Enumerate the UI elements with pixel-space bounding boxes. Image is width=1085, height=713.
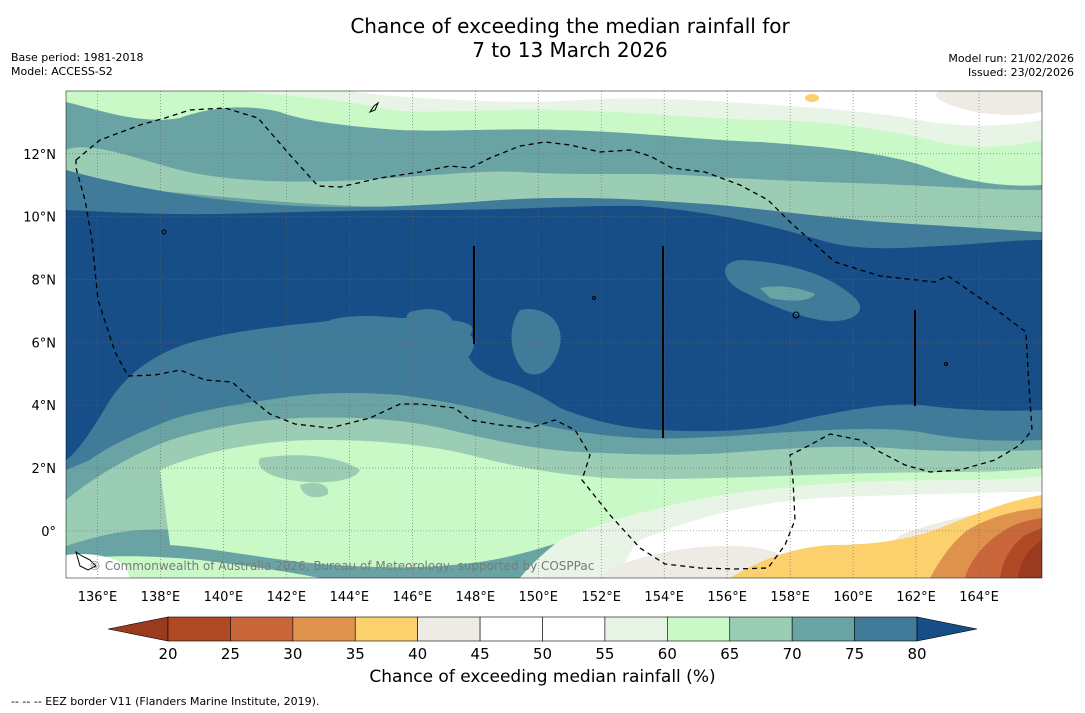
latitude-tick-label: 8°N [32,274,57,289]
latitude-tick-label: 12°N [23,148,56,163]
map-panel [66,91,1042,578]
longitude-tick-label: 156°E [707,590,747,605]
latitude-tick-label: 4°N [32,399,57,414]
north-band-40-45 [936,91,1042,115]
meta-right: Model run: 21/02/2026 Issued: 23/02/2026 [948,52,1074,80]
island-new-guinea-north [75,550,97,571]
island-pohnpei [792,311,800,319]
colorbar-tick-label: 55 [595,645,614,663]
patch-70-75-c [760,286,815,301]
vertical-artifact-lines [473,246,916,438]
longitude-tick-label: 150°E [518,590,558,605]
colorbar-tick-label: 25 [221,645,240,663]
colorbar-segment [729,616,793,642]
title-line-2: 7 to 13 March 2026 [472,38,668,62]
colorbar-segment [854,616,918,642]
island-guam [368,101,380,114]
colorbar: 20 25 30 35 40 45 50 55 60 65 70 75 80 [107,616,978,663]
latitude-tick-label: 10°N [23,211,56,226]
eez-legend-note: -- -- -- EEZ border V11 (Flanders Marine… [11,695,320,708]
issued-label: Issued: 23/02/2026 [967,66,1074,79]
longitude-tick-label: 158°E [770,590,810,605]
colorbar-segment [604,616,668,642]
colorbar-extend-low [107,616,169,642]
colorbar-tick-label: 60 [658,645,677,663]
longitude-tick-label: 140°E [204,590,244,605]
latitude-tick-label: 2°N [32,462,57,477]
se-band-below-20 [1018,540,1042,578]
longitude-tick-label: 138°E [141,590,181,605]
longitude-labels: 136°E 138°E 140°E 142°E 144°E 146°E 148°E 150°E… [78,590,999,605]
colorbar-tick-label: 75 [845,645,864,663]
map-title: Chance of exceeding the median rainfall … [0,14,1085,62]
copyright-text: © Commonwealth of Australia 2026, Bureau… [89,559,594,573]
map-frame [65,90,1043,579]
colorbar-segment [417,616,481,642]
colorbar-extend-high [916,616,978,642]
longitude-tick-label: 152°E [581,590,621,605]
colorbar-segment [667,616,731,642]
longitude-tick-label: 146°E [393,590,433,605]
colorbar-tick-label: 80 [907,645,926,663]
colorbar-tick-label: 70 [783,645,802,663]
graticule [66,91,1042,578]
colorbar-tick-label: 35 [346,645,365,663]
colorbar-segment [167,616,231,642]
longitude-tick-label: 136°E [78,590,118,605]
sw-band-50-55 [66,554,130,578]
base-period-label: Base period: 1981-2018 [11,51,144,64]
colorbar-tick-label: 40 [408,645,427,663]
colorbar-segment [479,616,543,642]
north-band-45-55 [350,91,1042,126]
north-spot-35-40 [805,94,819,102]
longitude-tick-label: 148°E [456,590,496,605]
title-line-1: Chance of exceeding the median rainfall … [350,14,790,38]
latitude-labels: 0° 2°N 4°N 6°N 8°N 10°N 12°N [23,148,56,540]
longitude-tick-label: 162°E [896,590,936,605]
colorbar-tick-label: 30 [283,645,302,663]
patch-75-80-e [511,308,561,375]
latitude-tick-label: 0° [41,525,56,540]
island-chuuk [592,296,596,300]
colorbar-tick-label: 20 [158,645,177,663]
colorbar-segment [791,616,855,642]
colorbar-segment [230,616,294,642]
colorbar-tick-label: 50 [533,645,552,663]
longitude-tick-label: 164°E [959,590,999,605]
colorbar-title: Chance of exceeding median rainfall (%) [369,667,716,687]
islands [75,101,948,571]
patch-75-80-a [330,316,474,370]
patch-65-70-south-a [258,455,360,483]
model-label: Model: ACCESS-S2 [11,65,113,78]
island-kosrae [944,362,948,366]
island-yap [161,229,167,235]
colorbar-segment [292,616,356,642]
colorbar-segment [542,616,606,642]
latitude-tick-label: 6°N [32,336,57,351]
longitude-tick-label: 154°E [644,590,684,605]
patch-65-70-south-b [300,482,329,498]
longitude-tick-label: 144°E [330,590,370,605]
patch-75-80-d [406,309,452,330]
colorbar-tick-label: 45 [471,645,490,663]
model-run-label: Model run: 21/02/2026 [948,52,1074,65]
eez-border [75,107,1033,570]
longitude-tick-label: 142°E [267,590,307,605]
colorbar-segment [354,616,418,642]
colorbar-tick-label: 65 [720,645,739,663]
longitude-tick-label: 160°E [833,590,873,605]
meta-left: Base period: 1981-2018 Model: ACCESS-S2 [11,51,143,79]
